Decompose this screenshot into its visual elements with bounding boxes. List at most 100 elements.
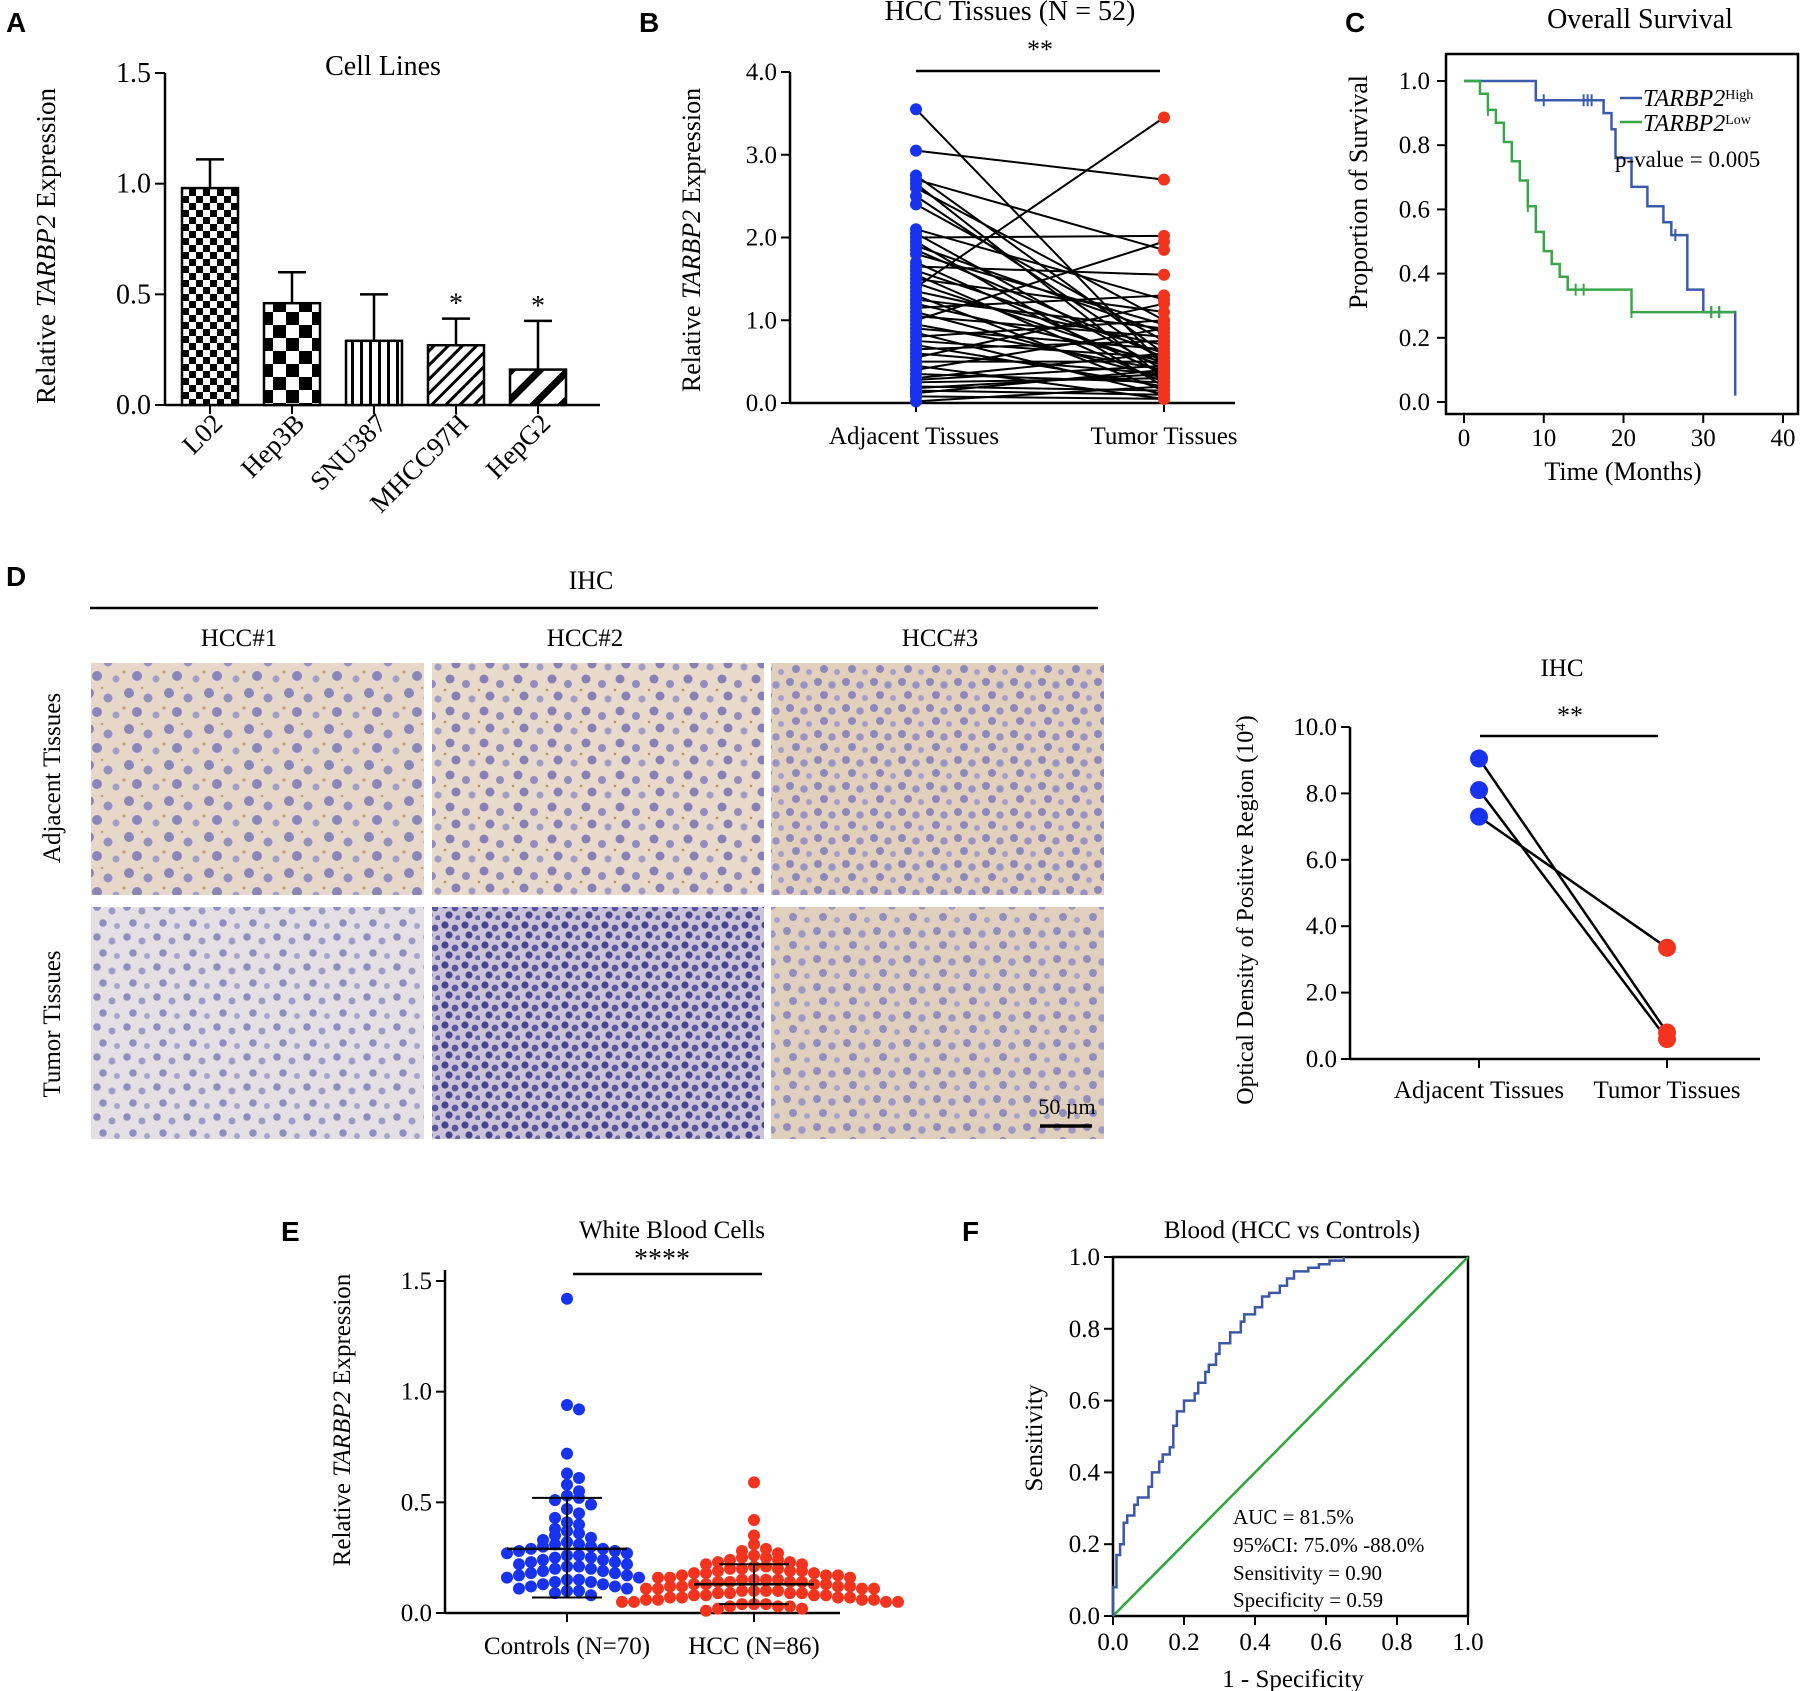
panel-e-ytick-label: 1.5 xyxy=(401,1268,432,1295)
panel-b-pair-line xyxy=(915,327,1165,351)
panel-a-ytick-label: 0.5 xyxy=(116,279,151,310)
panel-c-xtick-label: 30 xyxy=(1691,425,1716,452)
panel-f-ylabel: Sensitivity xyxy=(1021,1384,1048,1491)
panel-b-point-adjacent xyxy=(910,395,922,408)
panel-c-xtick-label: 20 xyxy=(1611,425,1636,452)
panel-e-point-control xyxy=(573,1403,585,1416)
panel-e-point-hcc xyxy=(796,1602,808,1615)
panel-e-point-hcc xyxy=(664,1580,676,1593)
panel-e-point-control xyxy=(549,1494,561,1507)
ihc-column-hcc2: HCC#2 xyxy=(547,625,623,652)
panel-e-point-control xyxy=(513,1545,525,1558)
roc-curve xyxy=(1111,1257,1346,1616)
panel-e-point-control xyxy=(525,1567,537,1580)
panel-e-point-control xyxy=(561,1398,573,1411)
panel-e-point-hcc xyxy=(760,1542,772,1555)
panel-d-point-adjacent xyxy=(1470,807,1488,826)
panel-e-point-hcc xyxy=(772,1573,784,1586)
panel-e-point-control xyxy=(537,1564,549,1577)
panel-c-xtick-label: 10 xyxy=(1531,425,1556,452)
panel-e-point-control xyxy=(549,1538,561,1551)
panel-c-ytick-label: 0.6 xyxy=(1399,196,1430,223)
ihc-row-adjacent: Adjacent Tissues xyxy=(39,693,66,863)
panel-e-point-hcc xyxy=(796,1564,808,1577)
panel-c-ytick-label: 0.2 xyxy=(1399,325,1430,352)
panel-e-point-control xyxy=(573,1518,585,1531)
panel-e-point-hcc xyxy=(760,1560,772,1573)
panel-e-point-hcc xyxy=(772,1553,784,1566)
panel-b-pair-line xyxy=(915,302,1165,363)
panel-a-category-label: Hep3B xyxy=(235,408,310,483)
panel-e-point-hcc xyxy=(784,1576,796,1589)
panel-e-ylabel: Relative TARBP2 Expression xyxy=(329,1273,356,1566)
panel-b-pair-line xyxy=(915,364,1165,381)
panel-c-survival-chart: Overall Survival Proportion of Survival … xyxy=(1344,4,1800,486)
panel-d-chart-title: IHC xyxy=(1540,655,1583,682)
panel-e-point-hcc xyxy=(664,1591,676,1604)
panel-b-significance: ** xyxy=(1027,35,1053,64)
panel-e-point-hcc xyxy=(700,1567,712,1580)
panel-e-point-hcc xyxy=(724,1600,736,1613)
panel-b-title: HCC Tissues (N = 52) xyxy=(885,0,1136,27)
panel-f-xtick-label: 0.6 xyxy=(1310,1629,1341,1656)
panel-a-category-label: L02 xyxy=(176,408,228,460)
panel-a-bar xyxy=(344,339,404,407)
panel-e-point-hcc xyxy=(832,1591,844,1604)
panel-e-point-hcc xyxy=(652,1593,664,1606)
legend-label-low: TARBP2Low xyxy=(1643,111,1752,137)
panel-e-point-hcc xyxy=(748,1538,760,1551)
panel-b-point-tumor xyxy=(1158,322,1170,335)
roc-annotation-ci: 95%CI: 75.0% -88.0% xyxy=(1233,1533,1424,1557)
panel-e-point-hcc xyxy=(676,1569,688,1582)
panel-e-point-hcc xyxy=(724,1562,736,1575)
panel-e-point-hcc xyxy=(832,1580,844,1593)
panel-e-point-hcc xyxy=(760,1584,772,1597)
panel-b-pair-line xyxy=(915,385,1165,403)
legend-label-high: TARBP2High xyxy=(1643,86,1753,112)
panel-e-point-control xyxy=(501,1571,513,1584)
panel-f-ytick-label: 0.6 xyxy=(1069,1388,1100,1415)
ihc-column-hcc3: HCC#3 xyxy=(902,625,978,652)
panel-e-point-hcc xyxy=(748,1476,760,1489)
panel-f-xtick-label: 0.8 xyxy=(1381,1629,1412,1656)
panel-letter-a: A xyxy=(6,7,26,38)
ihc-row-tumor: Tumor Tissues xyxy=(39,950,66,1097)
panel-e-point-control xyxy=(633,1571,645,1584)
panel-d-ytick-label: 0.0 xyxy=(1306,1046,1337,1073)
roc-reference-diagonal xyxy=(1112,1256,1469,1617)
panel-e-category-label: HCC (N=86) xyxy=(688,1633,819,1660)
panel-e-point-hcc xyxy=(868,1593,880,1606)
panel-a-bar xyxy=(262,301,322,407)
ihc-column-hcc1: HCC#1 xyxy=(201,625,277,652)
panel-e-point-hcc xyxy=(868,1582,880,1595)
panel-e-point-control xyxy=(573,1549,585,1562)
roc-annotation-sensitivity: Sensitivity = 0.90 xyxy=(1233,1561,1382,1585)
roc-annotation-specificity: Specificity = 0.59 xyxy=(1233,1588,1383,1612)
panel-e-point-hcc xyxy=(724,1553,736,1566)
panel-d-ytick-label: 4.0 xyxy=(1306,913,1337,940)
panel-e-point-control xyxy=(537,1540,549,1553)
panel-b-ytick-label: 4.0 xyxy=(746,59,777,86)
panel-c-ytick-label: 0.8 xyxy=(1399,132,1430,159)
panel-b-pair-line xyxy=(915,240,1165,322)
panel-b-ytick-label: 1.0 xyxy=(746,307,777,334)
panel-b-point-adjacent xyxy=(910,144,922,157)
panel-e-point-control xyxy=(585,1540,597,1553)
panel-e-point-control xyxy=(609,1580,621,1593)
panel-e-point-hcc xyxy=(748,1514,760,1527)
panel-e-point-hcc xyxy=(748,1529,760,1542)
panel-e-point-hcc xyxy=(748,1549,760,1562)
panel-e-point-hcc xyxy=(640,1593,652,1606)
panel-e-point-hcc xyxy=(664,1571,676,1584)
panel-e-point-hcc xyxy=(676,1580,688,1593)
panel-e-point-hcc xyxy=(712,1602,724,1615)
panel-b-pair-line xyxy=(915,352,1165,380)
panel-c-ytick-label: 1.0 xyxy=(1399,68,1430,95)
panel-e-point-control xyxy=(585,1562,597,1575)
panel-d-category-label: Tumor Tissues xyxy=(1593,1077,1740,1104)
panel-b-point-tumor xyxy=(1158,305,1170,318)
panel-e-point-control xyxy=(621,1569,633,1582)
panel-e-point-hcc xyxy=(808,1567,820,1580)
panel-b-pair-line xyxy=(915,373,1165,384)
panel-e-point-hcc xyxy=(676,1591,688,1604)
